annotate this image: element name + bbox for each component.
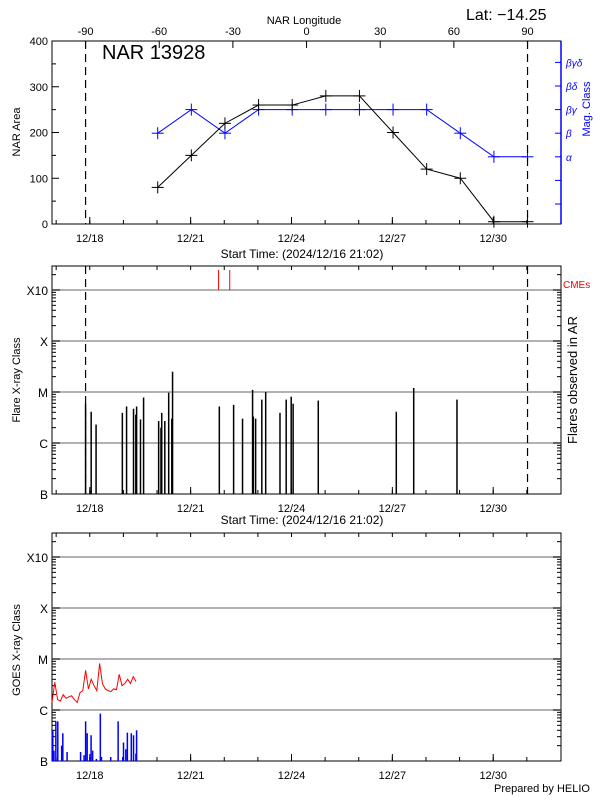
lon-tick-label: 30 — [374, 26, 386, 38]
x-tick-label: 12/18 — [76, 503, 104, 515]
y-tick-label: X — [40, 335, 48, 349]
y-tick-label: X10 — [27, 551, 49, 565]
y-tick-label: 0 — [42, 219, 48, 231]
y-tick-label: X10 — [27, 284, 49, 298]
mag-class-line — [157, 108, 528, 158]
top-axis-label: NAR Longitude — [267, 15, 342, 27]
region-label: NAR 13928 — [102, 42, 205, 64]
panel1-y2label: Mag. Class — [581, 81, 593, 137]
footer-credit: Prepared by HELIO — [494, 783, 590, 795]
lon-tick-label: -60 — [151, 26, 167, 38]
mag-tick-label: βγδ — [565, 58, 583, 69]
y-tick-label: M — [38, 653, 48, 667]
panel2-ylabel: Flare X-ray Class — [11, 337, 23, 422]
lon-tick-label: 0 — [303, 26, 309, 38]
y-tick-label: 100 — [30, 173, 48, 185]
lon-tick-label: 60 — [448, 26, 460, 38]
lon-tick-label: -30 — [225, 26, 241, 38]
panel1-ylabel: NAR Area — [11, 107, 23, 157]
x-tick-label: 12/18 — [76, 770, 104, 782]
y-tick-label: C — [39, 704, 48, 718]
x-tick-label: 12/21 — [177, 233, 205, 245]
mag-tick-label: βδ — [565, 82, 578, 93]
y-tick-label: M — [38, 386, 48, 400]
mag-tick-label: βγ — [565, 106, 578, 117]
lon-tick-label: -90 — [78, 26, 94, 38]
y-tick-label: X — [40, 602, 48, 616]
panel3-ylabel: GOES X-ray Class — [11, 604, 23, 696]
x-tick-label: 12/18 — [76, 233, 104, 245]
panel1-frame — [51, 40, 562, 225]
panel2-xlabel: Start Time: (2024/12/16 21:02) — [221, 513, 384, 527]
panel1-xlabel: Start Time: (2024/12/16 21:02) — [221, 247, 384, 261]
y-tick-label: C — [39, 437, 48, 451]
y-tick-label: B — [40, 488, 48, 502]
nar-area-line — [157, 95, 528, 223]
lat-label: Lat: −14.25 — [466, 7, 547, 24]
panel3-frame — [51, 532, 562, 762]
x-tick-label: 12/24 — [278, 233, 306, 245]
mag-tick-label: α — [566, 153, 572, 164]
y-tick-label: 400 — [30, 36, 48, 48]
panel2-y2label: Flares observed in AR — [565, 316, 580, 444]
y-tick-label: B — [40, 755, 48, 769]
x-tick-label: 12/24 — [278, 770, 306, 782]
cme-label: CMEs — [563, 280, 590, 291]
mag-tick-label: β — [565, 129, 572, 140]
x-tick-label: 12/30 — [479, 233, 507, 245]
x-tick-label: 12/27 — [379, 503, 407, 515]
panel2-frame — [51, 265, 562, 495]
x-tick-label: 12/27 — [379, 770, 407, 782]
goes-long-channel-line — [51, 663, 137, 704]
x-tick-label: 12/30 — [479, 503, 507, 515]
x-tick-label: 12/21 — [177, 770, 205, 782]
y-tick-label: 300 — [30, 82, 48, 94]
x-tick-label: 12/21 — [177, 503, 205, 515]
x-tick-label: 12/24 — [278, 503, 306, 515]
lon-tick-label: 90 — [521, 26, 533, 38]
x-tick-label: 12/30 — [479, 770, 507, 782]
y-tick-label: 200 — [30, 128, 48, 140]
x-tick-label: 12/27 — [379, 233, 407, 245]
